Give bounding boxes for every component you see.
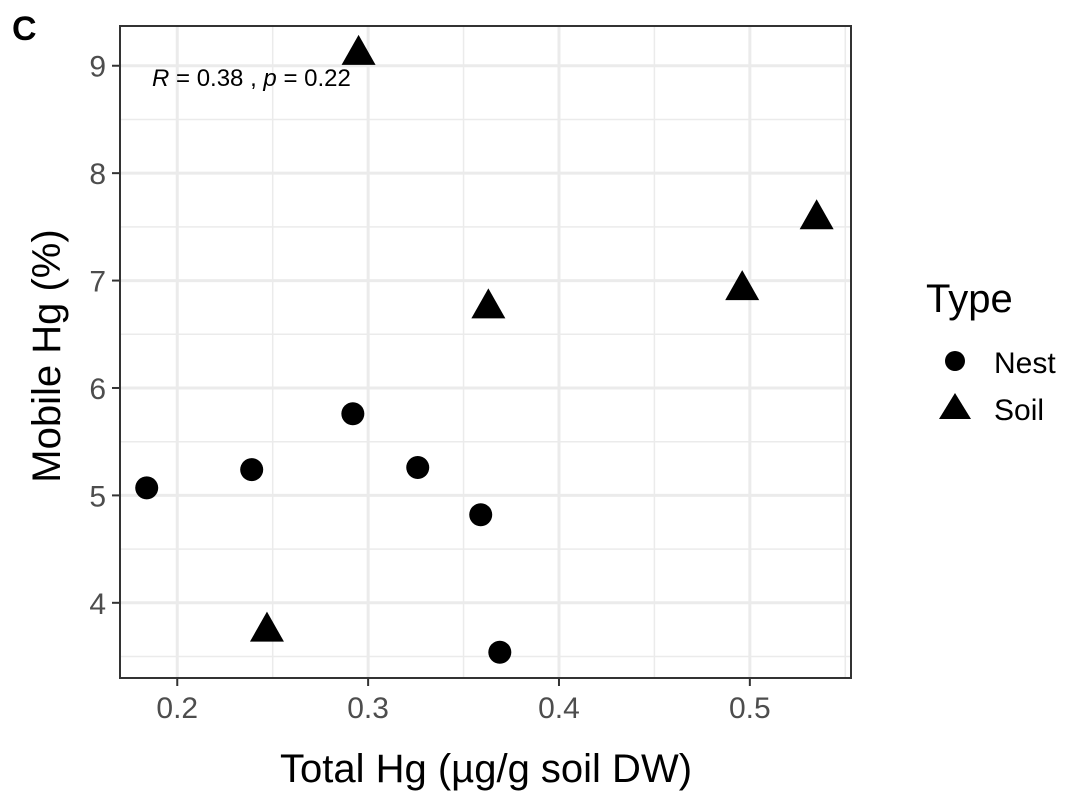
major-gridlines	[120, 26, 851, 678]
x-tick-label: 0.5	[729, 692, 771, 725]
legend-title: Type	[926, 277, 1013, 321]
correlation-annotation: R = 0.38 , p = 0.22	[152, 65, 351, 92]
p-symbol: p	[262, 65, 276, 92]
legend-label-nest: Nest	[994, 347, 1056, 380]
point-nest	[341, 402, 365, 426]
x-tick-label: 0.2	[156, 692, 198, 725]
y-tick-label: 6	[89, 373, 106, 406]
r-value: = 0.38 ,	[169, 65, 263, 92]
y-tick-label: 9	[89, 51, 106, 84]
point-soil	[249, 611, 284, 642]
plot-panel-border	[119, 25, 852, 679]
y-tick-label: 4	[89, 588, 106, 621]
r-symbol: R	[152, 65, 169, 92]
legend-key-nest	[945, 351, 965, 371]
point-nest	[135, 476, 159, 500]
legend: Type Nest Soil	[926, 277, 1056, 427]
point-nest	[469, 503, 493, 527]
legend-label-soil: Soil	[994, 394, 1044, 427]
y-tick-label: 8	[89, 158, 106, 191]
y-tick-label: 7	[89, 266, 106, 299]
minor-gridlines	[120, 26, 851, 678]
point-nest	[406, 455, 430, 479]
x-tick-label: 0.3	[347, 692, 389, 725]
point-soil	[341, 34, 376, 65]
data-points	[135, 34, 834, 664]
point-soil	[799, 199, 834, 230]
point-soil	[471, 288, 506, 319]
y-tick-label: 5	[89, 480, 106, 513]
x-tick-label: 0.4	[538, 692, 580, 725]
panel-label: C	[12, 10, 37, 48]
point-nest	[488, 640, 512, 664]
y-axis-ticks: 4 5 6 7 8 9	[89, 51, 120, 621]
point-nest	[240, 458, 264, 482]
p-value: = 0.22	[277, 65, 351, 92]
point-soil	[725, 270, 760, 301]
legend-key-soil	[939, 393, 971, 419]
x-axis-ticks: 0.2 0.3 0.4 0.5	[156, 678, 771, 725]
y-axis-title: Mobile Hg (%)	[25, 229, 69, 482]
x-axis-title: Total Hg (µg/g soil DW)	[280, 747, 692, 791]
